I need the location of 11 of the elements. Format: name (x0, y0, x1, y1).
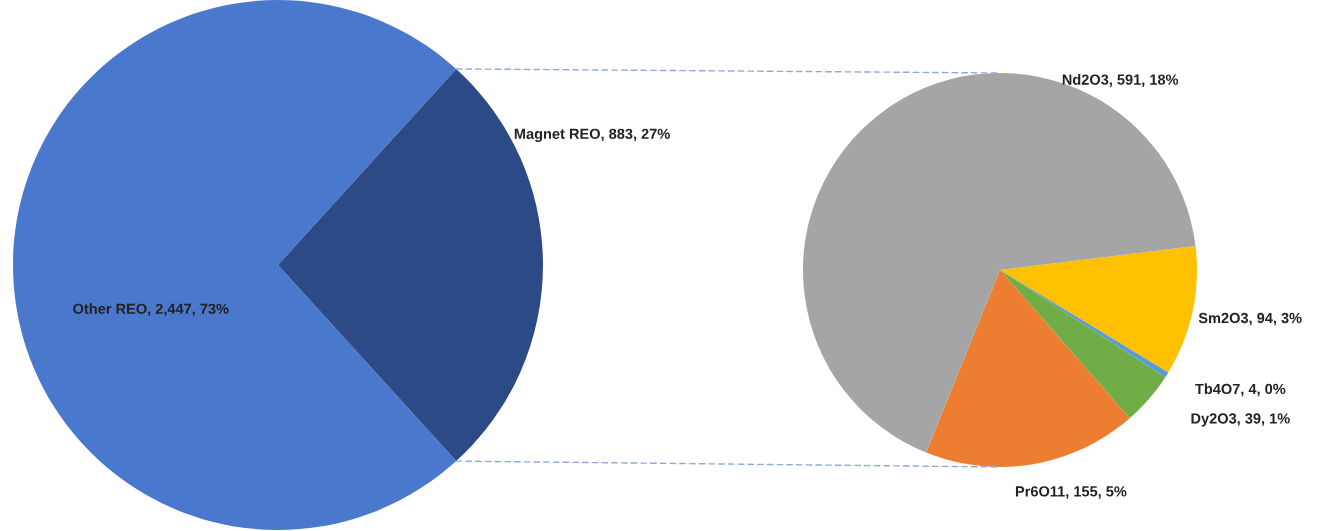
slice-label: Pr6O11, 155, 5% (1015, 486, 1127, 499)
pie-slice (1000, 245, 1197, 373)
slice-label: Nd2O3, 591, 18% (1062, 74, 1179, 87)
slice-label: Magnet REO, 883, 27% (514, 128, 670, 142)
pie-slice (13, 0, 457, 530)
pie-slice (926, 270, 1130, 467)
pie-slice (1000, 270, 1166, 419)
slice-label: Tb4O7, 4, 0% (1195, 383, 1286, 397)
slice-label: Sm2O3, 94, 3% (1198, 312, 1302, 326)
slice-label: Other REO, 2,447, 73% (73, 303, 229, 317)
slice-label: Dy2O3, 39, 1% (1191, 413, 1290, 427)
